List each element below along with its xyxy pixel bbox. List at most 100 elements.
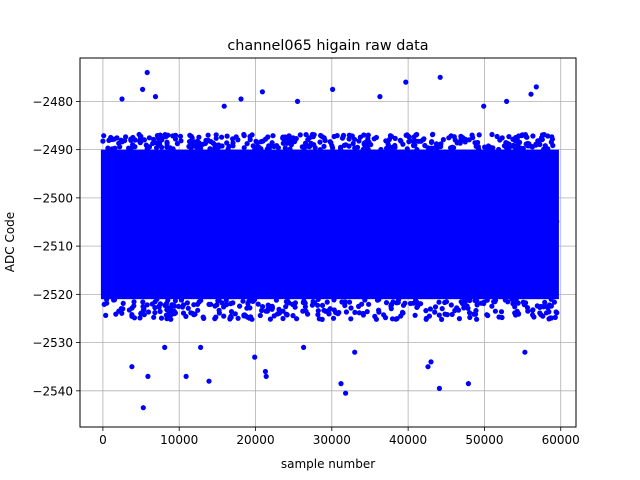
data-point	[403, 132, 409, 138]
data-point	[474, 231, 480, 237]
data-point	[283, 304, 289, 310]
data-point	[207, 146, 213, 152]
data-point	[467, 297, 473, 304]
data-point	[513, 297, 519, 303]
data-point	[247, 305, 253, 311]
data-point	[230, 140, 236, 146]
data-point	[157, 137, 163, 143]
data-point	[151, 314, 157, 320]
data-point	[428, 359, 434, 365]
data-point	[180, 310, 187, 316]
data-point	[120, 300, 126, 306]
data-point	[550, 224, 556, 230]
data-point	[551, 299, 558, 305]
data-point	[467, 314, 473, 320]
data-point	[477, 250, 483, 256]
data-point	[403, 79, 409, 85]
data-point	[183, 373, 189, 379]
data-point	[117, 170, 123, 176]
data-point	[105, 243, 112, 250]
data-point	[192, 214, 198, 220]
data-point	[154, 220, 160, 226]
y-tick-label: −2480	[32, 95, 73, 109]
data-point	[354, 144, 361, 150]
data-point	[211, 141, 218, 147]
data-point	[144, 302, 150, 308]
data-points	[100, 69, 560, 411]
data-point	[195, 307, 201, 313]
data-point	[225, 146, 231, 152]
data-point	[404, 196, 410, 202]
data-point	[257, 312, 263, 319]
data-point	[331, 194, 337, 200]
data-point	[446, 197, 452, 203]
data-point	[319, 302, 326, 308]
data-point	[366, 301, 372, 307]
data-point	[546, 206, 553, 212]
data-point	[146, 135, 152, 141]
data-point	[327, 306, 333, 312]
data-point	[529, 244, 535, 250]
data-point	[178, 247, 184, 253]
data-point	[201, 249, 207, 255]
data-point	[355, 225, 362, 231]
data-point	[519, 270, 526, 276]
data-point	[195, 194, 201, 200]
data-point	[205, 132, 211, 138]
data-point	[300, 299, 306, 306]
data-point	[159, 144, 165, 150]
data-point	[377, 180, 383, 186]
data-point	[378, 210, 384, 216]
data-point	[175, 229, 181, 235]
data-point	[151, 136, 157, 142]
data-point	[114, 135, 120, 141]
data-point	[497, 137, 503, 143]
data-point	[411, 134, 417, 140]
data-point	[536, 225, 542, 231]
data-point	[140, 405, 146, 411]
data-point	[219, 134, 225, 140]
data-point	[330, 86, 336, 92]
data-point	[282, 145, 288, 151]
data-point	[510, 301, 516, 307]
data-point	[373, 316, 379, 322]
data-point	[436, 385, 442, 391]
data-point	[364, 138, 370, 144]
data-point	[513, 134, 519, 141]
data-point	[423, 308, 429, 314]
data-point	[200, 141, 206, 147]
data-point	[451, 134, 457, 140]
data-point	[364, 309, 370, 315]
data-point	[381, 312, 387, 318]
data-point	[178, 138, 184, 144]
data-point	[132, 137, 138, 143]
x-axis-label: sample number	[281, 457, 375, 471]
data-point	[499, 314, 505, 321]
data-point	[492, 308, 498, 314]
data-point	[303, 132, 309, 138]
data-point	[250, 143, 256, 149]
y-tick-label: −2520	[32, 288, 73, 302]
data-point	[461, 267, 467, 273]
data-point	[481, 299, 487, 305]
data-point	[169, 222, 175, 228]
data-point	[334, 133, 340, 139]
data-point	[385, 145, 391, 151]
data-point	[553, 309, 559, 315]
data-point	[330, 315, 337, 321]
x-axis-ticks: 0 10000 20000 30000 40000 50000 60000	[99, 427, 580, 447]
data-point	[331, 297, 337, 303]
data-point	[317, 139, 323, 145]
data-point	[460, 211, 466, 217]
data-point	[196, 134, 202, 140]
data-point	[537, 304, 543, 310]
data-point	[469, 132, 475, 138]
data-point	[432, 309, 438, 315]
data-point	[552, 314, 558, 320]
data-point	[273, 297, 279, 303]
data-point	[269, 227, 275, 233]
data-point	[232, 311, 238, 317]
data-point	[473, 236, 479, 243]
data-point	[290, 218, 296, 224]
data-point	[400, 141, 406, 147]
